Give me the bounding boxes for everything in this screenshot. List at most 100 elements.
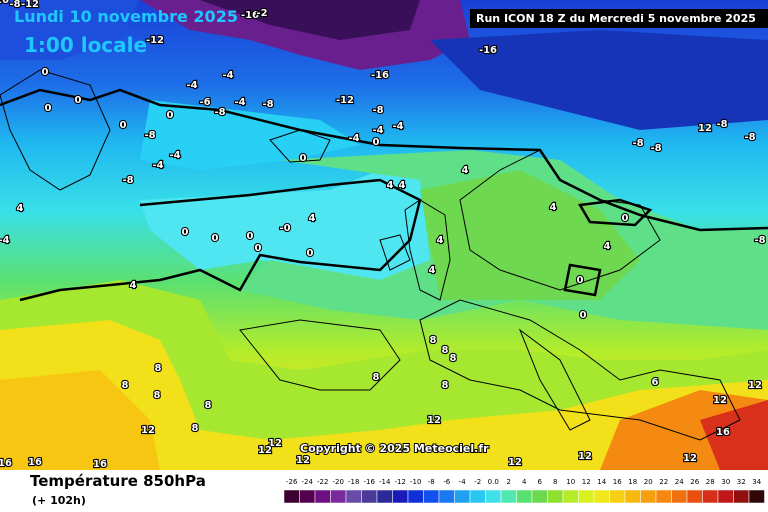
scale-label: 16 <box>613 478 622 486</box>
scale-swatch <box>671 489 688 504</box>
scale-swatch <box>376 489 393 504</box>
isotherm-label: -12 <box>21 0 39 10</box>
isotherm-label: -4 <box>372 125 383 136</box>
scale-swatch <box>283 489 300 504</box>
isotherm-label: 12 <box>683 453 697 464</box>
scale-label: 24 <box>675 478 684 486</box>
isotherm-label: 0 <box>300 153 307 164</box>
isotherm-label: 8 <box>450 353 457 364</box>
isotherm-label: 0 <box>75 95 82 106</box>
isotherm-label: 4 <box>429 265 436 276</box>
isotherm-label: -0 <box>279 223 290 234</box>
isotherm-label: 8 <box>205 400 212 411</box>
scale-swatch <box>314 489 331 504</box>
isotherm-label: -8 <box>214 107 225 118</box>
isotherm-label: 4 <box>387 180 394 191</box>
scale-label: -14 <box>379 478 391 486</box>
isotherm-label: 8 <box>122 380 129 391</box>
isotherm-label: 0 <box>307 248 314 259</box>
forecast-time: 1:00 locale <box>24 33 147 57</box>
scale-label: -18 <box>348 478 359 486</box>
scale-label: -6 <box>443 478 451 486</box>
footer-lead: (+ 102h) <box>32 494 86 507</box>
isotherm-label: -4 <box>234 97 245 108</box>
isotherm-label: 6 <box>652 377 659 388</box>
scale-label: 6 <box>538 478 543 486</box>
isotherm-label: -2 <box>256 8 267 19</box>
isotherm-label: -8 <box>744 132 755 143</box>
scale-swatch <box>361 489 378 504</box>
footer-title: Température 850hPa <box>30 472 206 490</box>
isotherm-label: -16 <box>371 70 389 81</box>
scale-label: -12 <box>395 478 406 486</box>
map-field <box>0 0 768 470</box>
isotherm-label: 16 <box>28 457 42 468</box>
isotherm-label: 0 <box>247 231 254 242</box>
scale-label: 32 <box>737 478 746 486</box>
scale-swatch <box>640 489 657 504</box>
scale-swatch <box>717 489 734 504</box>
scale-label: 2 <box>507 478 511 486</box>
isotherm-label: 8 <box>442 345 449 356</box>
isotherm-label: 8 <box>442 380 449 391</box>
isotherm-label: 16 <box>716 427 730 438</box>
isotherm-label: -8 <box>144 130 155 141</box>
run-info: Run ICON 18 Z du Mercredi 5 novembre 202… <box>476 12 756 25</box>
isotherm-label: 8 <box>192 423 199 434</box>
isotherm-label: -16 <box>479 45 497 56</box>
scale-label: -16 <box>364 478 376 486</box>
isotherm-label: -12 <box>336 95 354 106</box>
scale-swatch <box>299 489 316 504</box>
scale-swatch <box>454 489 471 504</box>
isotherm-label: 0 <box>182 227 189 238</box>
isotherm-label: 0 <box>622 213 629 224</box>
isotherm-label: -4 <box>186 80 197 91</box>
isotherm-label: -8 <box>632 138 643 149</box>
scale-label: 10 <box>566 478 575 486</box>
isotherm-label: 16 <box>0 458 12 469</box>
isotherm-label: 12 <box>578 451 592 462</box>
scale-swatch <box>748 489 765 504</box>
isotherm-label: 8 <box>373 372 380 383</box>
scale-label: 14 <box>597 478 606 486</box>
isotherm-label: -4 <box>348 133 359 144</box>
isotherm-label: 8 <box>155 363 162 374</box>
scale-swatch <box>330 489 347 504</box>
scale-swatch <box>686 489 703 504</box>
isotherm-label: 4 <box>604 241 611 252</box>
isotherm-labels: -12-16-16-12-8-4-4-8-4-8-60000-80-4-4-8-… <box>0 0 767 471</box>
isotherm-label: 16 <box>93 459 107 470</box>
isotherm-label: -6 <box>199 97 210 108</box>
isotherm-label: 4 <box>309 213 316 224</box>
isotherm-label: -8 <box>716 119 727 130</box>
scale-label: -4 <box>459 478 467 486</box>
scale-swatch <box>345 489 362 504</box>
scale-label: -20 <box>333 478 344 486</box>
scale-swatch <box>593 489 610 504</box>
scale-swatch <box>469 489 486 504</box>
scale-label: -26 <box>286 478 298 486</box>
scale-swatch <box>733 489 750 504</box>
isotherm-label: 12 <box>748 380 762 391</box>
scale-label: 8 <box>553 478 557 486</box>
isotherm-label: 4 <box>17 203 24 214</box>
isotherm-label: 0 <box>255 243 262 254</box>
isotherm-label: -8 <box>754 235 765 246</box>
coastlines <box>0 69 741 441</box>
scale-swatch <box>624 489 641 504</box>
run-banner <box>470 9 768 28</box>
scale-swatch <box>578 489 595 504</box>
scale-swatch <box>562 489 579 504</box>
scale-label: -10 <box>410 478 421 486</box>
isotherm-label: 0 <box>577 275 584 286</box>
isotherm-label: -8 <box>372 105 383 116</box>
isotherm-label: 0 <box>45 103 52 114</box>
scale-swatch <box>547 489 564 504</box>
scale-swatch <box>516 489 533 504</box>
scale-swatch <box>609 489 626 504</box>
scale-label: 12 <box>582 478 591 486</box>
isotherm-label: 12 <box>508 457 522 468</box>
isotherm-label: 12 <box>427 415 441 426</box>
isotherm-label: 4 <box>437 235 444 246</box>
